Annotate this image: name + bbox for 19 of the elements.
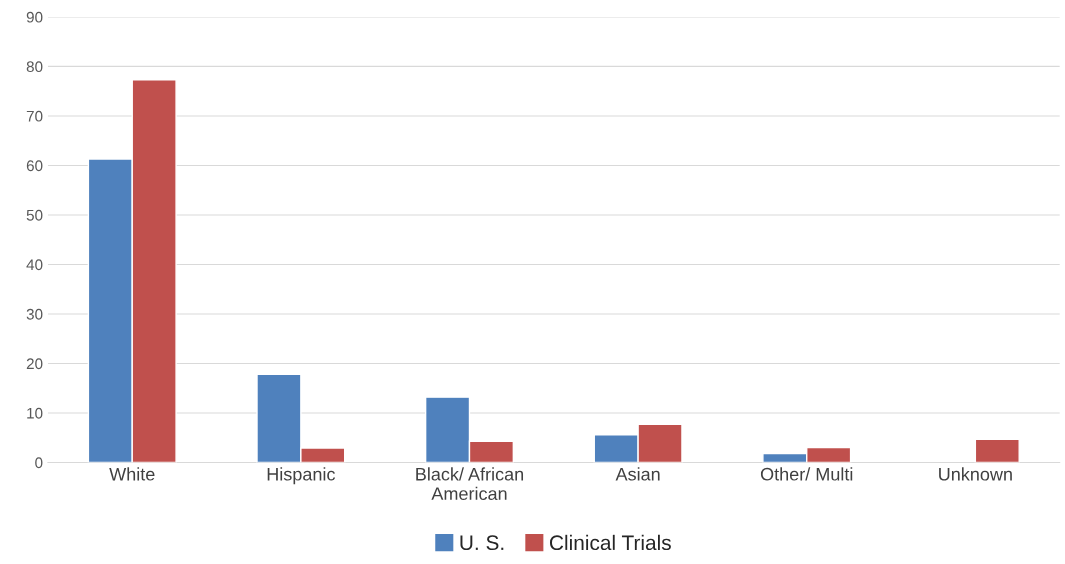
legend-label: Clinical Trials: [549, 534, 671, 551]
x-tick-label: Black/ African American: [416, 467, 524, 501]
y-tick-label: 30: [26, 308, 43, 320]
bar: [974, 438, 1020, 463]
x-tick-label: Other/ Multi: [760, 467, 853, 481]
y-tick-label: 10: [27, 407, 43, 419]
y-tick-label: 50: [26, 209, 43, 221]
x-tick-label: Asian: [615, 467, 660, 481]
y-tick-label: 70: [26, 110, 43, 122]
legend-label: U. S.: [460, 535, 504, 551]
y-tick-label: 40: [26, 259, 43, 271]
y-tick-label: 90: [26, 11, 43, 23]
x-tick-label: White: [109, 467, 155, 481]
y-tick-label: 60: [26, 160, 43, 172]
y-tick-label: 0: [35, 457, 43, 469]
y-tick-label: 80: [26, 61, 43, 73]
x-tick-label: Hispanic: [267, 467, 336, 485]
y-tick-label: 20: [26, 358, 43, 370]
x-tick-label: Unknown: [939, 467, 1012, 481]
